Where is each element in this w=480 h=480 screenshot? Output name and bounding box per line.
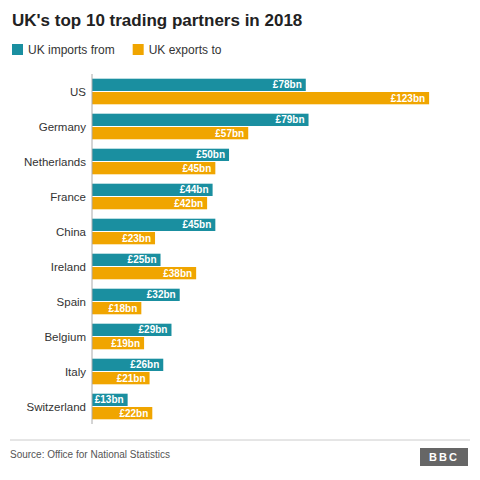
bar <box>92 114 309 126</box>
bar <box>92 162 215 174</box>
bars <box>92 79 429 420</box>
logo: BBC <box>420 448 468 466</box>
bar <box>92 79 306 91</box>
data-label: £13bn <box>95 394 124 405</box>
legend: UK imports from UK exports to <box>12 43 222 57</box>
source-note: Source: Office for National Statistics <box>10 449 170 460</box>
bar <box>92 127 248 139</box>
bar <box>92 267 196 279</box>
bar <box>92 184 213 196</box>
bar <box>92 219 215 231</box>
bar <box>92 372 150 384</box>
data-label: £19bn <box>111 338 140 349</box>
y-axis-line <box>92 74 93 424</box>
data-label: £32bn <box>147 289 176 300</box>
data-label: £45bn <box>182 219 211 230</box>
bar <box>92 92 429 104</box>
data-label: £38bn <box>163 268 192 279</box>
chart-container: UK's top 10 trading partners in 2018 UK i… <box>0 0 480 480</box>
y-tick-label: Ireland <box>51 261 86 273</box>
bar <box>92 407 152 419</box>
bar <box>92 337 144 349</box>
data-label: £22bn <box>119 408 148 419</box>
bar <box>92 394 128 406</box>
data-label: £25bn <box>128 254 157 265</box>
bar <box>92 149 229 161</box>
data-label: £57bn <box>215 128 244 139</box>
logo-text: BBC <box>429 451 459 463</box>
logo-box <box>420 448 468 466</box>
y-tick-label: Germany <box>39 121 87 133</box>
bar <box>92 324 171 336</box>
bar <box>92 359 163 371</box>
legend-label: UK imports from <box>28 43 115 57</box>
data-labels: £78bn £79bn £50bn £44bn £45bn £25bn £32bn £29bn… <box>95 79 425 418</box>
data-label: £123bn <box>391 93 425 104</box>
legend-swatch <box>12 44 23 55</box>
y-tick-label: France <box>50 191 86 203</box>
data-label: £23bn <box>122 233 151 244</box>
data-label: £26bn <box>130 359 159 370</box>
bar <box>92 302 141 314</box>
legend-swatch <box>133 44 144 55</box>
bar <box>92 232 155 244</box>
y-tick-label: Belgium <box>44 331 86 343</box>
y-tick-label: China <box>56 226 87 238</box>
data-label: £42bn <box>174 198 203 209</box>
data-label: £44bn <box>180 184 209 195</box>
data-label: £45bn <box>182 163 211 174</box>
bar <box>92 197 207 209</box>
data-label: £29bn <box>139 324 168 335</box>
footer-rule <box>10 440 470 441</box>
bar <box>92 254 161 266</box>
data-label: £79bn <box>276 114 305 125</box>
y-tick-label: Spain <box>57 296 86 308</box>
y-tick-label: Switzerland <box>27 401 86 413</box>
y-tick-label: Netherlands <box>24 156 86 168</box>
data-label: £18bn <box>108 303 137 314</box>
data-label: £78bn <box>273 79 302 90</box>
legend-label: UK exports to <box>149 43 222 57</box>
data-label: £21bn <box>117 373 146 384</box>
chart-svg: UK's top 10 trading partners in 2018 UK i… <box>0 0 480 480</box>
y-tick-label: Italy <box>65 366 86 378</box>
y-tick-label: US <box>70 86 86 98</box>
data-label: £50bn <box>196 149 225 160</box>
chart-title: UK's top 10 trading partners in 2018 <box>12 11 302 30</box>
bar <box>92 289 180 301</box>
